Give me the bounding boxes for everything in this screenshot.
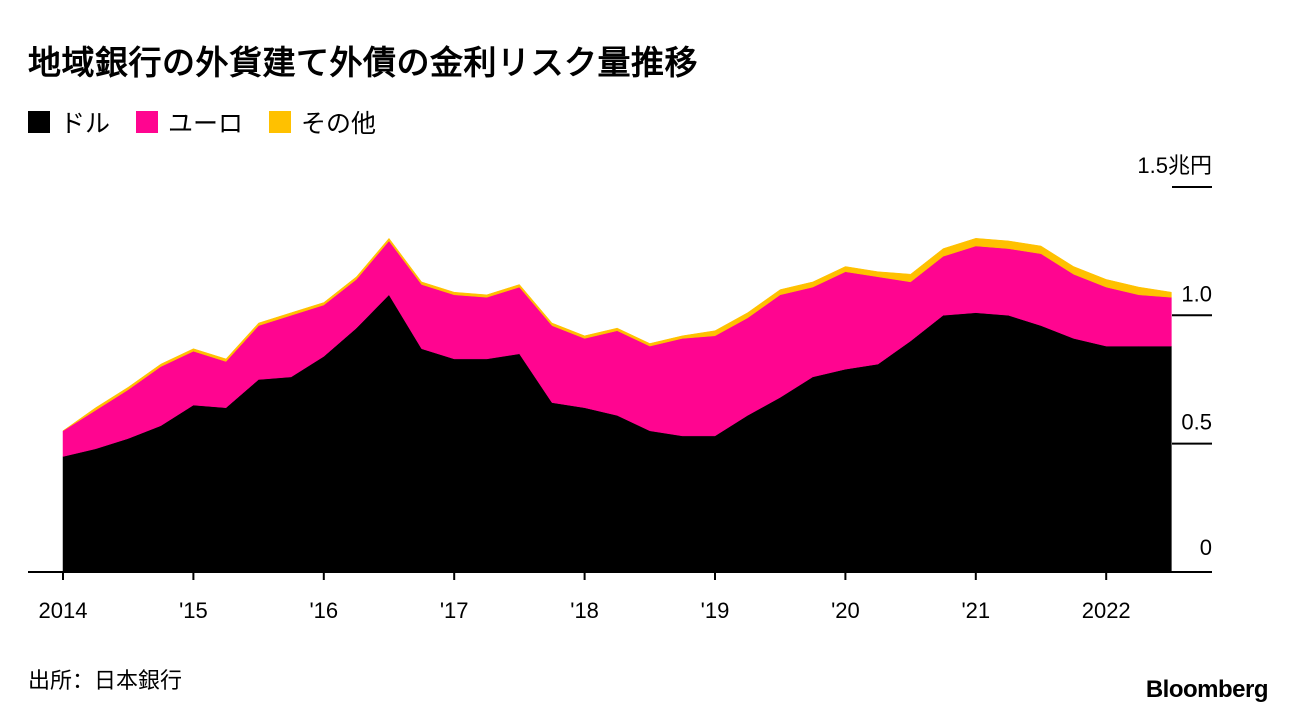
- legend-item-dollar: ドル: [28, 104, 110, 140]
- legend-swatch-other: [269, 111, 292, 133]
- x-tick-label: 2022: [1082, 598, 1131, 623]
- x-tick-label: '18: [570, 598, 599, 623]
- y-tick-label: 0.5: [1181, 410, 1212, 435]
- legend-swatch-euro: [136, 111, 159, 133]
- x-tick-label: '21: [961, 598, 990, 623]
- x-tick-label: '15: [179, 598, 208, 623]
- bloomberg-logo: Bloomberg: [1145, 676, 1269, 703]
- legend-label-dollar: ドル: [60, 109, 111, 138]
- area-other: [62, 237, 1172, 432]
- legend-item-other: その他: [269, 104, 376, 140]
- legend-item-euro: ユーロ: [136, 104, 243, 140]
- source-note: 出所：日本銀行: [28, 669, 183, 694]
- x-tick-label: '20: [831, 598, 860, 623]
- y-tick-label: 0: [1200, 535, 1212, 560]
- y-tick-label: 1.0: [1181, 281, 1212, 306]
- x-tick-label: '19: [701, 598, 730, 623]
- legend-swatch-dollar: [28, 111, 50, 133]
- legend-label-euro: ユーロ: [168, 109, 244, 138]
- x-tick-label: 2014: [39, 598, 88, 623]
- legend-label-other: その他: [301, 109, 377, 138]
- x-tick-label: '16: [309, 598, 338, 623]
- legend: ドル ユーロ その他: [28, 104, 376, 140]
- x-tick-label: '17: [440, 598, 469, 623]
- y-tick-label: 1.5兆円: [1137, 153, 1212, 178]
- chart-title: 地域銀行の外貨建て外債の金利リスク量推移: [28, 43, 698, 82]
